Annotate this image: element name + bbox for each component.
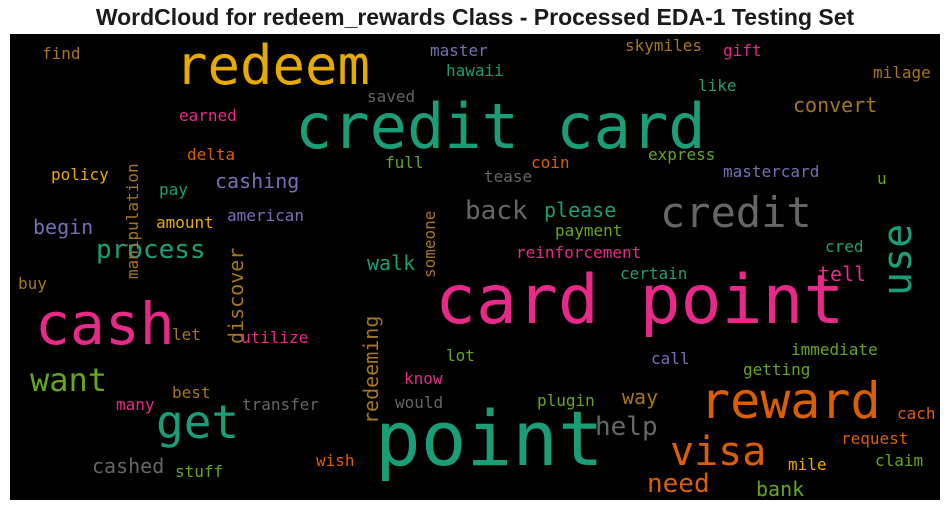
- word-call: call: [651, 349, 690, 368]
- word-way: way: [622, 385, 659, 409]
- word-plugin: plugin: [537, 391, 595, 410]
- word-utilize: utilize: [241, 328, 309, 347]
- word-amount: amount: [156, 213, 214, 232]
- word-lot: lot: [446, 346, 475, 365]
- word-bank: bank: [756, 477, 805, 500]
- word-credit: credit: [660, 188, 812, 237]
- word-card-point: card point: [435, 261, 845, 340]
- word-immediate: immediate: [791, 340, 878, 359]
- word-transfer: transfer: [242, 395, 320, 414]
- word-process: process: [96, 235, 206, 265]
- word-redeeming: redeeming: [359, 315, 383, 424]
- word-tell: tell: [818, 262, 867, 286]
- word-u: u: [877, 169, 887, 188]
- word-back: back: [465, 196, 528, 226]
- word-master: master: [430, 41, 488, 60]
- word-reinforcement: reinforcement: [516, 243, 642, 262]
- word-pay: pay: [159, 180, 188, 199]
- word-walk: walk: [367, 251, 416, 275]
- word-cashed: cashed: [92, 454, 165, 478]
- word-payment: payment: [555, 221, 623, 240]
- wordcloud-canvas: redeem credit card credit card point cash poi…: [10, 34, 940, 500]
- word-american: american: [227, 206, 305, 225]
- word-express: express: [648, 145, 716, 164]
- word-please: please: [544, 198, 617, 222]
- word-like: like: [698, 76, 737, 95]
- word-best: best: [172, 383, 211, 402]
- word-many: many: [116, 395, 155, 414]
- word-know: know: [404, 369, 443, 388]
- chart-title: WordCloud for redeem_rewards Class - Pro…: [95, 4, 855, 30]
- word-policy: policy: [51, 165, 109, 184]
- word-get: get: [156, 395, 240, 449]
- word-cach: cach: [897, 404, 936, 423]
- word-certain: certain: [620, 264, 688, 283]
- word-stuff: stuff: [175, 462, 224, 481]
- word-begin: begin: [33, 215, 94, 239]
- word-help: help: [595, 412, 658, 442]
- word-redeem: redeem: [175, 34, 371, 97]
- word-reward: reward: [700, 372, 881, 430]
- word-delta: delta: [187, 145, 236, 164]
- word-would: would: [395, 393, 444, 412]
- word-find: find: [42, 44, 81, 63]
- word-point: point: [375, 394, 604, 483]
- word-want: want: [30, 361, 108, 399]
- word-use: use: [875, 223, 921, 296]
- word-convert: convert: [793, 93, 878, 117]
- word-mastercard: mastercard: [723, 162, 820, 181]
- word-getting: getting: [743, 360, 811, 379]
- word-milage: milage: [873, 63, 931, 82]
- word-coin: coin: [531, 153, 570, 172]
- word-let: let: [172, 325, 201, 344]
- word-cred: cred: [825, 237, 864, 256]
- word-cash: cash: [35, 290, 175, 358]
- word-manipulation: manipulation: [123, 163, 142, 279]
- word-wish: wish: [316, 451, 355, 470]
- word-someone: someone: [420, 210, 439, 278]
- word-full: full: [385, 153, 424, 172]
- word-visa: visa: [670, 429, 767, 475]
- word-request: request: [841, 429, 909, 448]
- word-need: need: [647, 469, 710, 499]
- word-mile: mile: [788, 455, 827, 474]
- word-skymiles: skymiles: [625, 36, 703, 55]
- word-claim: claim: [875, 451, 924, 470]
- word-tease: tease: [484, 167, 533, 186]
- word-hawaii: hawaii: [446, 61, 504, 80]
- word-buy: buy: [18, 274, 47, 293]
- word-credit-card: credit card: [295, 90, 706, 163]
- word-saved: saved: [367, 87, 416, 106]
- word-earned: earned: [179, 106, 237, 125]
- word-cashing: cashing: [215, 169, 300, 193]
- word-gift: gift: [723, 41, 762, 60]
